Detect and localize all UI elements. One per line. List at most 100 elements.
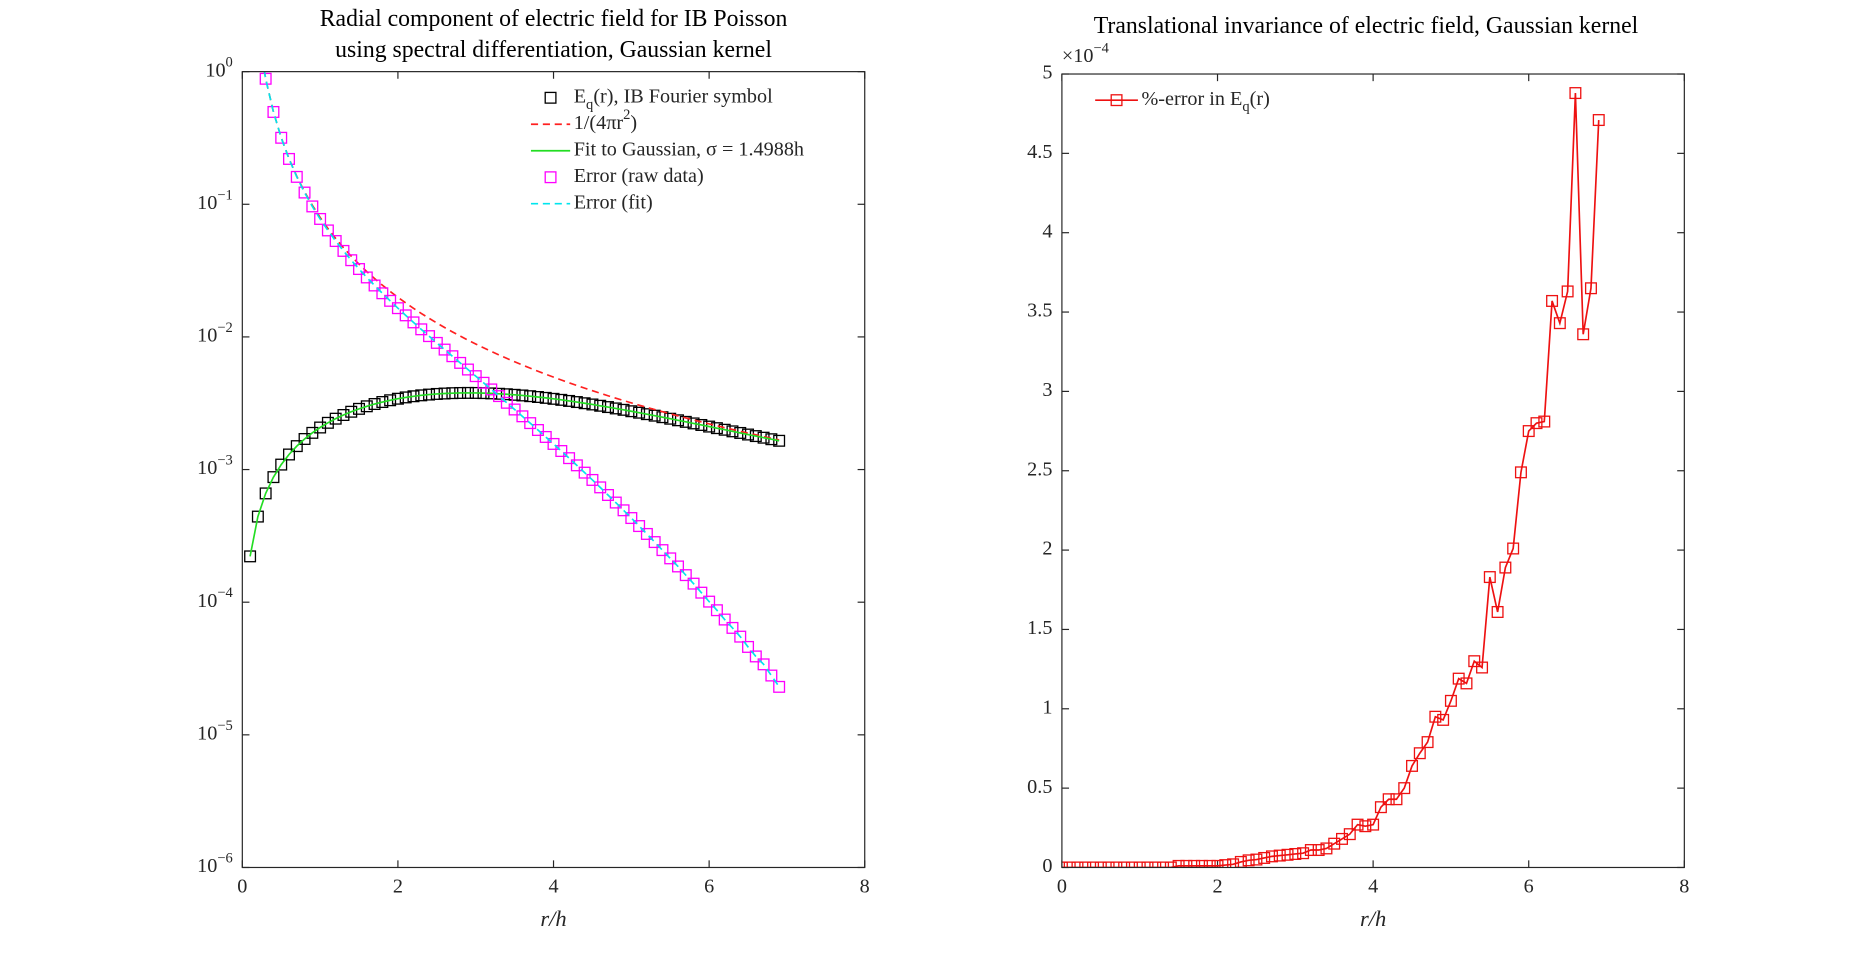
data-marker — [415, 323, 428, 336]
data-marker — [259, 487, 272, 500]
series-line — [263, 71, 780, 441]
data-marker — [461, 363, 474, 376]
data-marker — [368, 398, 381, 411]
data-marker — [1569, 87, 1582, 100]
data-marker — [640, 527, 653, 540]
data-marker — [275, 131, 288, 144]
data-marker — [337, 409, 350, 422]
x-tick-label: 6 — [1524, 875, 1534, 897]
plot-frame — [241, 71, 866, 869]
data-marker — [1312, 844, 1325, 857]
y-tick-label: 2.5 — [1027, 458, 1052, 480]
data-marker — [1421, 736, 1434, 749]
data-marker — [1546, 294, 1559, 307]
data-marker — [594, 399, 607, 412]
y-tick-label: 10−4 — [197, 586, 233, 612]
data-marker — [1538, 415, 1551, 428]
data-marker — [703, 420, 716, 433]
y-tick-label: 10−5 — [197, 718, 233, 744]
data-marker — [1273, 849, 1286, 862]
data-marker — [718, 613, 731, 626]
data-marker — [687, 417, 700, 430]
data-marker — [314, 212, 327, 225]
data-marker — [679, 415, 692, 428]
data-marker — [672, 560, 685, 573]
data-marker — [1304, 844, 1317, 857]
data-marker — [1553, 317, 1566, 330]
data-marker — [485, 383, 498, 396]
data-marker — [1087, 861, 1100, 868]
y-tick-label: 10−6 — [197, 851, 233, 877]
data-marker — [251, 510, 264, 523]
data-marker — [617, 504, 630, 517]
y-tick-label: 0.5 — [1027, 776, 1052, 798]
data-marker — [438, 343, 451, 356]
data-marker — [679, 569, 692, 582]
data-marker — [1460, 677, 1473, 690]
data-marker — [376, 396, 389, 409]
data-marker — [360, 400, 373, 413]
plot-area — [244, 71, 786, 693]
data-marker — [244, 550, 257, 563]
legend-marker — [544, 171, 557, 184]
data-marker — [1514, 466, 1527, 479]
data-marker — [1071, 861, 1084, 868]
data-marker — [493, 390, 506, 403]
data-marker — [734, 630, 747, 643]
data-marker — [531, 424, 544, 437]
data-marker — [617, 403, 630, 416]
data-marker — [1157, 861, 1170, 868]
y-tick-label: 2 — [1042, 538, 1052, 560]
data-marker — [1592, 114, 1605, 127]
y-tick-label: 10−1 — [197, 188, 233, 214]
data-marker — [609, 496, 622, 509]
data-marker — [376, 287, 389, 300]
data-marker — [1250, 853, 1263, 866]
data-marker — [1110, 861, 1123, 868]
data-marker — [516, 410, 529, 423]
series-line — [263, 71, 780, 688]
data-marker — [749, 650, 762, 663]
data-marker — [282, 448, 295, 461]
data-marker — [524, 417, 537, 430]
data-marker — [1584, 282, 1597, 295]
data-marker — [664, 412, 677, 425]
data-marker — [508, 403, 521, 416]
data-marker — [586, 398, 599, 411]
y-tick-label: 0 — [1042, 855, 1052, 877]
data-marker — [1491, 605, 1504, 618]
y-tick-label: 10−2 — [197, 320, 233, 346]
series-line — [1061, 93, 1600, 868]
y-tick-label: 4.5 — [1027, 141, 1052, 163]
y-tick-label: 1 — [1042, 696, 1052, 718]
series-line — [249, 392, 780, 557]
y-tick-label: 1.5 — [1027, 617, 1052, 639]
x-tick-label: 8 — [1679, 875, 1689, 897]
data-marker — [275, 458, 288, 471]
legend-label: Error (fit) — [574, 191, 653, 213]
x-axis-label: r/h — [540, 906, 566, 931]
data-marker — [399, 309, 412, 322]
data-marker — [601, 401, 614, 414]
data-marker — [1063, 861, 1076, 868]
data-marker — [586, 473, 599, 486]
data-marker — [710, 604, 723, 617]
data-marker — [298, 432, 311, 445]
data-marker — [633, 406, 646, 419]
data-marker — [353, 263, 366, 276]
x-tick-label: 4 — [548, 875, 558, 897]
data-marker — [1444, 694, 1457, 707]
data-marker — [1219, 859, 1232, 868]
data-marker — [710, 422, 723, 435]
data-marker — [1102, 861, 1115, 868]
data-marker — [430, 336, 443, 349]
data-marker — [1468, 655, 1481, 668]
data-marker — [1483, 571, 1496, 584]
chart-title: Radial component of electric field for I… — [320, 6, 788, 32]
plot-area — [1061, 87, 1605, 868]
data-marker — [1476, 661, 1489, 674]
x-tick-label: 6 — [704, 875, 714, 897]
data-marker — [384, 294, 397, 307]
chart-subtitle: using spectral differentiation, Gaussian… — [335, 37, 772, 63]
